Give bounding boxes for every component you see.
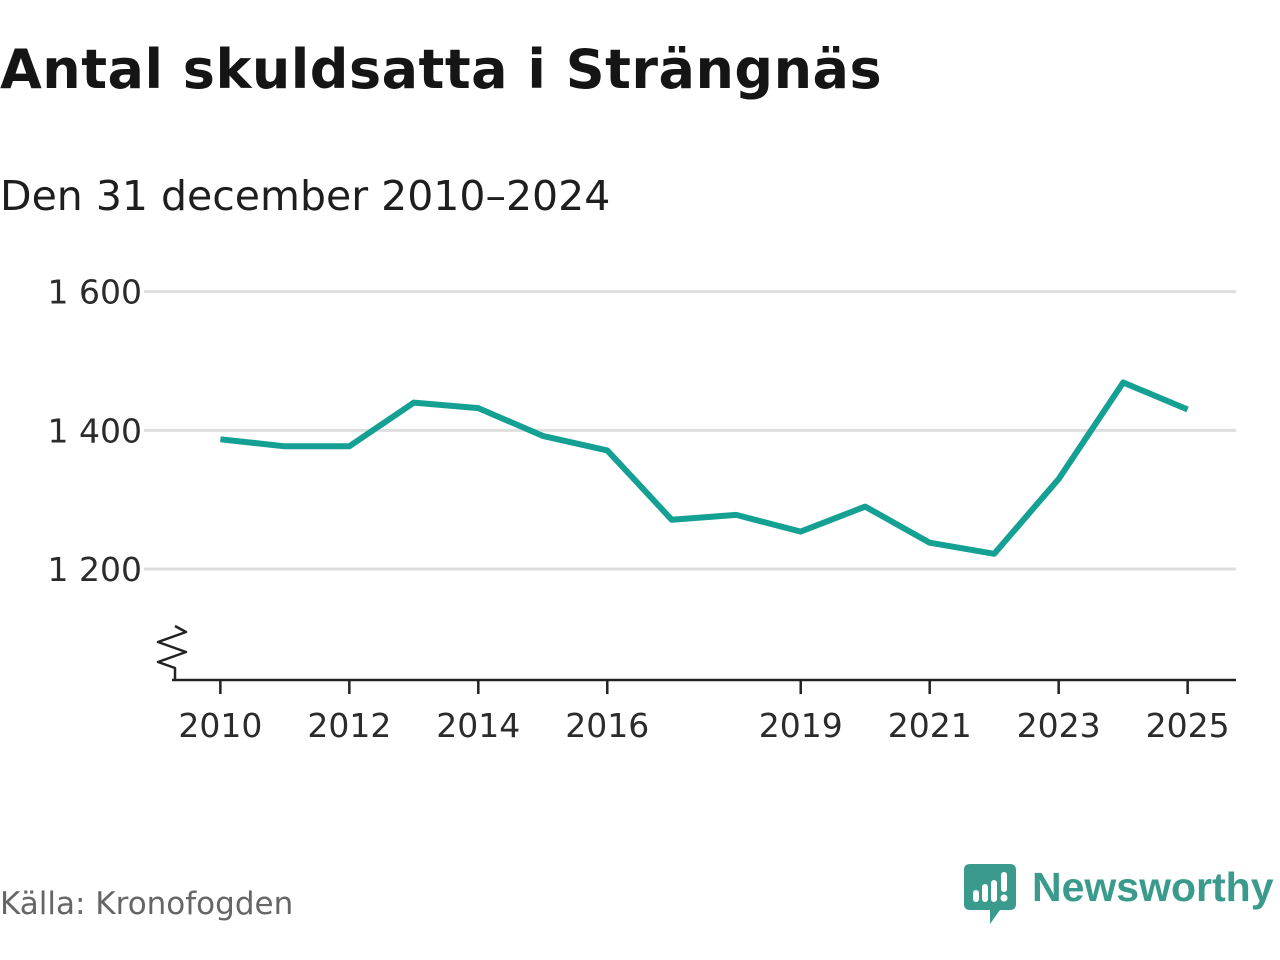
x-tick-label: 2025 [1146, 706, 1230, 745]
x-tick-label: 2014 [436, 706, 520, 745]
chart-subtitle: Den 31 december 2010–2024 [0, 172, 611, 220]
series-lines [220, 379, 1189, 557]
x-tick-label: 2021 [888, 706, 972, 745]
chart-axes [156, 624, 1236, 694]
series-line [220, 379, 1189, 557]
gridlines [144, 290, 1236, 571]
axis-break-zigzag-icon [156, 624, 188, 680]
y-axis-tick-labels: 1 200 1 400 1 600 [48, 273, 142, 589]
chart-title: Antal skuldsatta i Strängnäs [0, 38, 883, 101]
newsworthy-logo: Newsworthy [964, 864, 1274, 926]
y-tick-label: 1 200 [48, 550, 142, 589]
x-tick-label: 2023 [1017, 706, 1101, 745]
newsworthy-bar-chart-logo-icon [964, 864, 1016, 924]
line-chart: 1 200 1 400 1 600 2010 2012 2014 2016 2019 2021… [48, 273, 1236, 745]
source-label: Källa: Kronofogden [0, 886, 294, 922]
newsworthy-brand-name: Newsworthy [1032, 863, 1274, 910]
y-tick-label: 1 400 [48, 411, 142, 450]
x-axis-tick-labels: 2010 2012 2014 2016 2019 2021 2023 2025 [178, 706, 1229, 745]
y-tick-label: 1 600 [48, 273, 142, 312]
x-tick-label: 2010 [178, 706, 262, 745]
x-tick-label: 2016 [565, 706, 649, 745]
x-tick-label: 2019 [759, 706, 843, 745]
x-tick-label: 2012 [307, 706, 391, 745]
